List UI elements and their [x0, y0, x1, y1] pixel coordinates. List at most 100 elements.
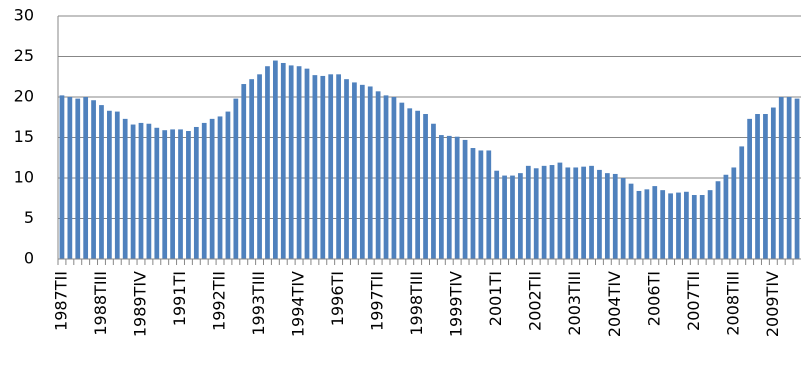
bar	[217, 116, 223, 259]
bar	[668, 193, 673, 259]
x-tick-label: 1999TIV	[447, 271, 466, 337]
bar	[573, 167, 579, 259]
bar	[549, 165, 555, 259]
bar	[518, 173, 523, 259]
bar	[352, 82, 357, 259]
bar	[83, 97, 89, 259]
bar	[660, 190, 666, 259]
bar	[628, 183, 634, 259]
bar	[557, 162, 563, 259]
bar	[462, 139, 468, 259]
y-tick-label: 0	[24, 249, 34, 268]
bar	[233, 98, 239, 260]
bar	[201, 122, 207, 259]
bar	[320, 75, 326, 259]
x-tick-label: 1987TII	[51, 271, 70, 331]
bar	[438, 135, 444, 259]
y-tick-label: 5	[24, 208, 34, 227]
bar	[770, 107, 776, 259]
bar	[470, 148, 476, 259]
bar	[328, 74, 334, 259]
y-tick-label: 10	[14, 168, 34, 187]
bar	[525, 165, 531, 259]
bar	[75, 98, 81, 260]
x-tick-label: 1988TIII	[91, 271, 110, 336]
bar	[620, 178, 626, 259]
bar	[731, 167, 737, 259]
bar	[186, 131, 191, 259]
x-tick-label: 2008TIII	[723, 271, 742, 336]
bar	[676, 192, 681, 259]
bar	[478, 150, 484, 259]
x-tick-label: 1996TI	[328, 271, 347, 326]
bar	[486, 150, 492, 259]
x-tick-label: 2006TI	[644, 271, 663, 326]
bar	[367, 86, 373, 259]
x-tick-label: 1997TII	[368, 271, 387, 331]
bar	[170, 129, 175, 259]
x-tick-label: 2007TII	[684, 271, 703, 331]
bar	[707, 190, 713, 259]
x-tick-label: 1989TIV	[130, 271, 149, 337]
y-tick-label: 20	[14, 87, 34, 106]
bar	[107, 110, 112, 260]
x-tick-label: 1991TI	[170, 271, 189, 326]
bar	[533, 168, 539, 259]
bar	[652, 186, 658, 259]
x-tick-label: 2009TIV	[763, 271, 782, 337]
bar	[415, 110, 421, 260]
x-tick-label: 1993TIII	[249, 271, 268, 336]
x-tick-label: 2002TII	[526, 271, 545, 331]
bar	[312, 75, 318, 259]
bar	[691, 195, 697, 259]
bar	[114, 111, 120, 259]
bar	[59, 95, 65, 259]
bar	[778, 97, 784, 259]
bar	[763, 114, 768, 259]
bar	[383, 95, 389, 259]
bar	[91, 100, 96, 260]
bar	[684, 191, 689, 259]
bar	[431, 123, 436, 259]
bar	[162, 130, 168, 259]
x-tick-label: 2004TIV	[605, 271, 624, 337]
bar	[699, 195, 705, 259]
bar	[446, 135, 452, 259]
bar	[265, 66, 270, 259]
bar	[739, 146, 745, 259]
bar	[193, 126, 199, 259]
x-tick-label: 2003TIII	[565, 271, 584, 336]
bar	[99, 105, 104, 259]
bar	[423, 114, 428, 259]
bar	[344, 79, 349, 260]
bar	[249, 79, 255, 260]
bar	[604, 173, 610, 259]
bar	[122, 118, 128, 260]
bar	[407, 108, 413, 259]
bar	[794, 98, 800, 260]
bar	[336, 74, 341, 259]
y-tick-label: 15	[14, 127, 34, 146]
bar	[399, 102, 405, 259]
bar	[502, 175, 507, 259]
bar	[257, 74, 262, 259]
bar	[747, 118, 752, 260]
bar	[288, 65, 294, 259]
bar	[565, 167, 571, 259]
bar	[589, 165, 594, 259]
bar	[494, 170, 500, 259]
bar	[225, 111, 231, 259]
bar	[723, 174, 729, 259]
y-tick-label: 25	[14, 46, 34, 65]
bar	[755, 114, 760, 259]
bar	[391, 97, 397, 259]
y-tick-label: 30	[14, 6, 34, 25]
bar	[359, 84, 365, 259]
x-tick-label: 1992TII	[210, 271, 229, 331]
x-tick-label: 2001TI	[486, 271, 505, 326]
bar	[581, 166, 587, 259]
bar	[272, 60, 278, 259]
bar	[296, 66, 302, 259]
bar	[138, 122, 144, 259]
